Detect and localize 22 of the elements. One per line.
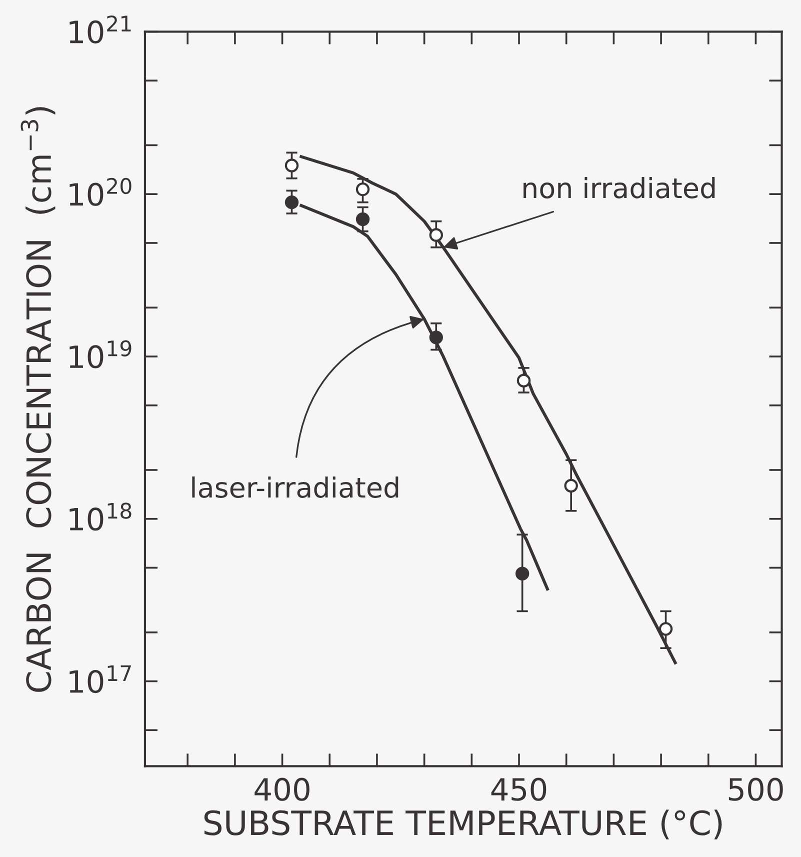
point bbox=[564, 478, 578, 493]
annotation: laser-irradiated bbox=[192, 476, 398, 498]
x-tick-label: 500 bbox=[728, 778, 783, 801]
y-axis-title: CARBON CONCENTRATION (cm$^{−3}$) bbox=[20, 107, 56, 692]
y-tick-label: 10$^{21}$ bbox=[70, 16, 131, 44]
x-tick-label: 400 bbox=[254, 778, 310, 801]
y-tick-label: 10$^{17}$ bbox=[70, 665, 131, 694]
y-tick-label: 10$^{20}$ bbox=[70, 178, 132, 206]
point bbox=[284, 158, 299, 172]
point bbox=[356, 212, 370, 226]
point bbox=[658, 622, 673, 636]
point bbox=[429, 228, 444, 242]
x-tick-label: 450 bbox=[491, 778, 546, 801]
y-tick-label: 10$^{19}$ bbox=[70, 340, 132, 368]
y-tick-label: 10$^{18}$ bbox=[70, 502, 132, 531]
point bbox=[429, 330, 444, 344]
point bbox=[356, 182, 370, 196]
point bbox=[515, 566, 530, 580]
point bbox=[284, 195, 299, 210]
x-axis-title: SUBSTRATE TEMPERATURE (°C) bbox=[204, 810, 722, 840]
annotation: non irradiated bbox=[524, 176, 715, 198]
point bbox=[516, 374, 531, 388]
